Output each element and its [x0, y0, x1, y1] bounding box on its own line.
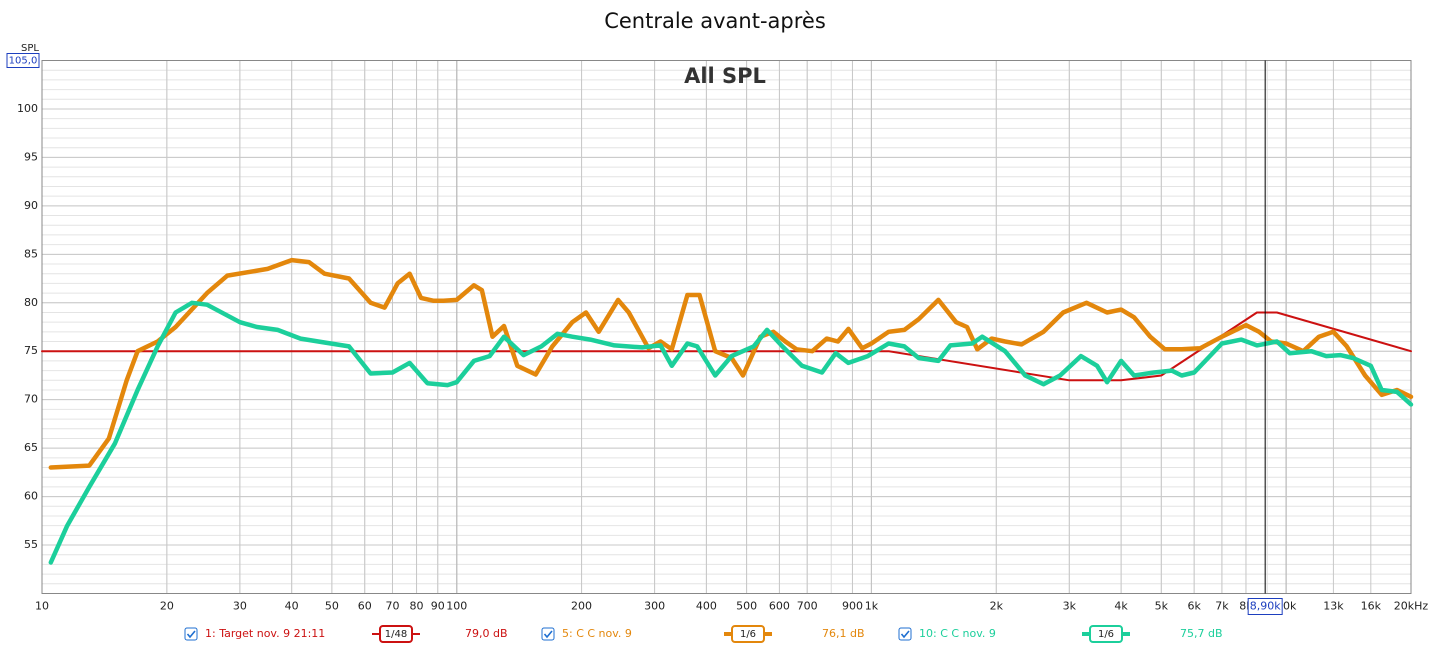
y-tick-label: 70 [24, 393, 38, 406]
legend-checkbox[interactable] [898, 627, 912, 641]
x-tick-label: 200 [571, 600, 592, 613]
series-line [48, 300, 1414, 565]
y-tick-label: 95 [24, 150, 38, 163]
x-tick-label: 2k [990, 600, 1004, 613]
x-tick-label: 5k [1155, 600, 1169, 613]
x-tick-label: 70 [385, 600, 399, 613]
cursor-x-label: 8,90k [1250, 600, 1281, 613]
x-tick-label: 700 [797, 600, 818, 613]
legend-smoothing: 1/6 [740, 629, 756, 640]
x-tick-label: 16k [1361, 600, 1382, 613]
x-tick-label: 7k [1215, 600, 1229, 613]
y-tick-label: 55 [24, 538, 38, 551]
legend-smoothing-box[interactable] [1089, 625, 1123, 643]
cursor-y-label: 105,0 [9, 56, 38, 67]
y-tick-label: 90 [24, 199, 38, 212]
x-tick-label: 3k [1063, 600, 1077, 613]
x-tick-label: 20kHz [1394, 600, 1429, 613]
chart-title: Centrale avant-après [604, 9, 826, 33]
legend-smoothing-box[interactable] [731, 625, 765, 643]
x-tick-label: 100 [446, 600, 467, 613]
y-tick-label: 65 [24, 441, 38, 454]
legend-check [900, 630, 910, 639]
x-tick-label: 90 [431, 600, 445, 613]
legend-level: 79,0 dB [465, 627, 508, 640]
x-tick-label: 10 [35, 600, 49, 613]
x-tick-label: 300 [644, 600, 665, 613]
x-tick-label: 4k [1114, 600, 1128, 613]
y-tick-label: 75 [24, 344, 38, 357]
x-tick-label: 13k [1323, 600, 1344, 613]
x-tick-label: 600 [769, 600, 790, 613]
x-tick-label: 40 [285, 600, 299, 613]
plot-frame [41, 60, 1412, 594]
x-tick-label: 50 [325, 600, 339, 613]
x-tick-label: 1k [865, 600, 879, 613]
y-tick-label: 60 [24, 490, 38, 503]
x-tick-label: 900 [842, 600, 863, 613]
y-tick-label: 85 [24, 247, 38, 260]
chart-annotation: All SPL [684, 64, 766, 88]
legend-check [186, 630, 196, 639]
x-tick-label: 500 [736, 600, 757, 613]
cursor-y-box [6, 53, 40, 68]
legend-checkbox[interactable] [184, 627, 198, 641]
cursor-x-box [1247, 598, 1283, 615]
x-tick-label: 6k [1187, 600, 1201, 613]
y-tick-label: 80 [24, 296, 38, 309]
y-axis-label: SPL [21, 43, 39, 54]
legend-name: 10: C C nov. 9 [919, 627, 996, 640]
x-tick-label: 400 [696, 600, 717, 613]
x-tick-label: 60 [358, 600, 372, 613]
legend-smoothing: 1/6 [1098, 629, 1114, 640]
legend-check [543, 630, 553, 639]
legend-smoothing-box[interactable] [379, 625, 413, 643]
legend-level: 76,1 dB [822, 627, 865, 640]
x-tick-label: 30 [233, 600, 247, 613]
x-tick-label: 80 [410, 600, 424, 613]
legend-name: 1: Target nov. 9 21:11 [205, 627, 325, 640]
legend-level: 75,7 dB [1180, 627, 1223, 640]
x-tick-label: 20 [160, 600, 174, 613]
legend-name: 5: C C nov. 9 [562, 627, 632, 640]
legend-checkbox[interactable] [541, 627, 555, 641]
legend-smoothing: 1/48 [385, 629, 407, 640]
y-tick-label: 100 [17, 102, 38, 115]
